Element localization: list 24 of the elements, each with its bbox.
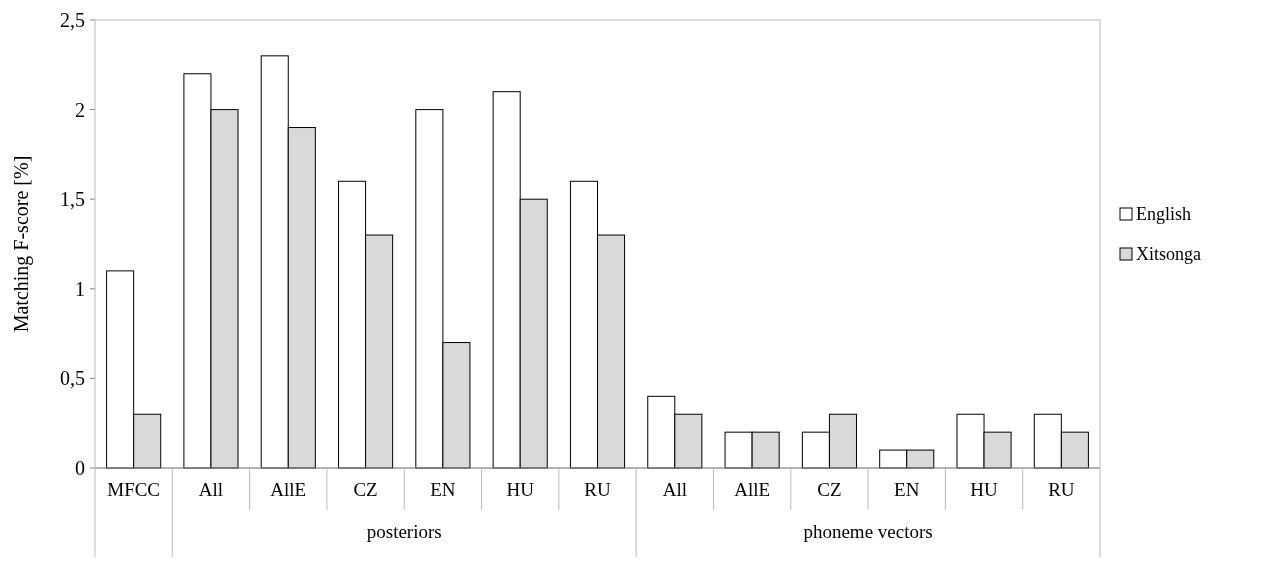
y-tick-label: 1,5 [60, 188, 85, 211]
legend-label: Xitsonga [1136, 244, 1202, 265]
x-tick-label: CZ [817, 479, 842, 500]
y-axis-title: Matching F-score [%] [10, 155, 33, 333]
x-tick-label: HU [970, 479, 999, 500]
x-tick-label: EN [894, 479, 920, 500]
y-tick-label: 0 [75, 457, 85, 479]
text: posteriors [366, 521, 442, 542]
x-tick-label: CZ [353, 479, 378, 500]
x-tick-label: RU [584, 479, 611, 500]
x-tick-label: RU [1048, 479, 1075, 500]
x-tick-label: HU [506, 479, 535, 500]
x-tick-label: MFCC [107, 479, 161, 500]
y-tick-label: 0,5 [60, 367, 85, 390]
y-tick-label: 1 [75, 277, 85, 300]
x-tick-label: AllE [734, 479, 771, 500]
x-tick-label: AllE [270, 479, 307, 500]
y-tick-label: 2 [75, 98, 85, 121]
text: phoneme vectors [803, 521, 933, 542]
x-tick-label: All [662, 479, 687, 500]
y-tick-label: 2,5 [60, 9, 85, 31]
legend-label: English [1136, 204, 1192, 225]
x-tick-label: All [198, 479, 224, 500]
x-tick-label: EN [430, 479, 456, 500]
